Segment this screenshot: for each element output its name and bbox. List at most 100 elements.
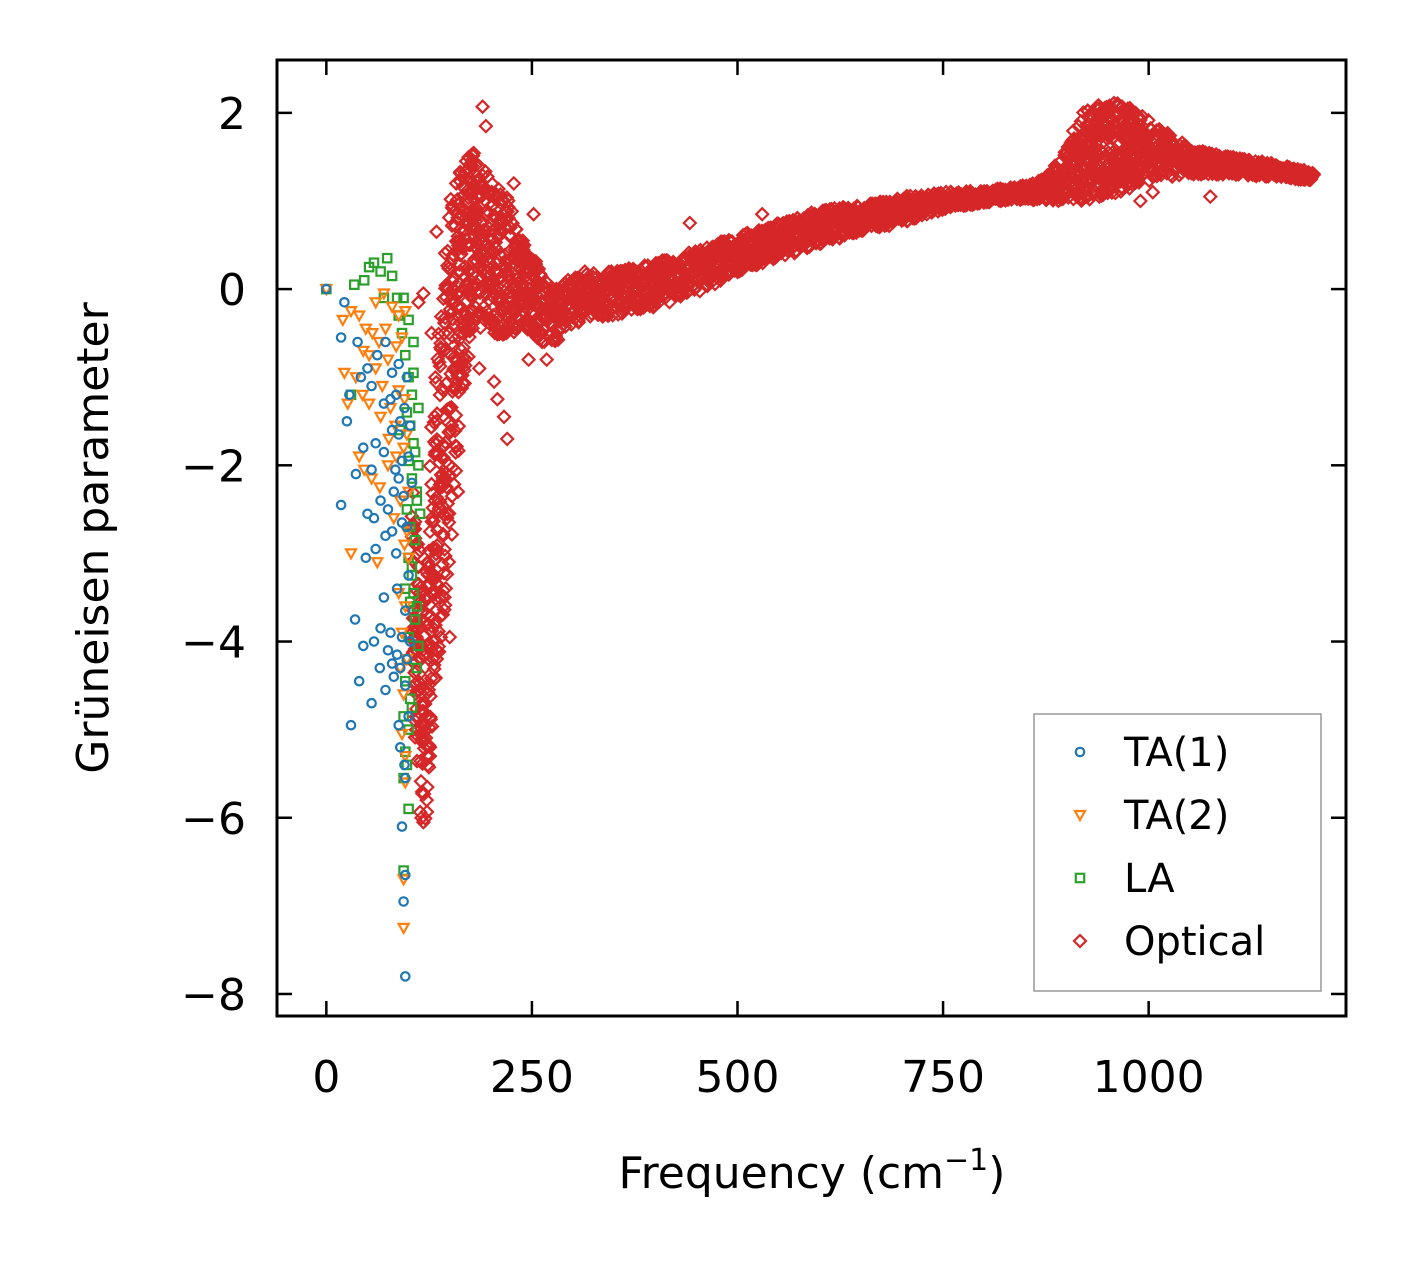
data-point	[411, 662, 423, 674]
data-point	[382, 504, 394, 515]
data-point	[380, 336, 391, 348]
x-tick-label: 1000	[1093, 1052, 1205, 1103]
data-point	[368, 363, 383, 376]
data-point	[1306, 166, 1322, 182]
y-tick-label: −4	[181, 618, 246, 669]
y-axis-label: Grüneisen parameter	[68, 301, 119, 773]
data-point	[403, 314, 414, 326]
data-point	[451, 418, 467, 434]
data-point	[881, 218, 897, 234]
data-point	[374, 662, 386, 674]
data-point	[375, 495, 386, 506]
data-point	[423, 711, 439, 727]
data-point	[424, 718, 440, 735]
data-point	[335, 314, 350, 328]
data-point	[400, 675, 411, 687]
data-point	[754, 206, 770, 222]
data-point	[1047, 158, 1063, 174]
data-point	[337, 367, 352, 381]
data-point	[441, 514, 457, 530]
data-point	[507, 237, 524, 253]
data-point	[349, 372, 363, 385]
data-point	[437, 548, 453, 564]
data-point	[1101, 140, 1118, 156]
plot-frame	[275, 58, 1348, 1018]
data-point	[375, 622, 386, 634]
data-point	[418, 722, 434, 738]
data-point	[441, 505, 457, 522]
data-point	[391, 583, 403, 594]
data-point	[429, 537, 445, 553]
data-point	[378, 592, 390, 603]
data-point	[432, 358, 448, 374]
data-point	[424, 509, 440, 526]
data-point	[381, 252, 393, 264]
plot-marks	[319, 95, 1322, 982]
data-point	[401, 371, 413, 383]
data-point	[455, 339, 472, 356]
legend-item: LA	[1074, 856, 1175, 902]
data-point	[1202, 189, 1218, 205]
data-point	[391, 649, 403, 660]
legend-label: LA	[1124, 856, 1175, 902]
data-point	[436, 541, 453, 557]
legend-marker	[1074, 872, 1086, 884]
data-point	[477, 163, 493, 180]
data-point	[464, 175, 480, 191]
data-point	[399, 680, 411, 691]
data-point	[467, 204, 483, 220]
legend-item: TA(2)	[1073, 793, 1229, 839]
data-point	[1132, 193, 1148, 209]
x-tick-label: 500	[696, 1052, 780, 1103]
data-point	[452, 340, 468, 356]
x-axis-label-superscript: −1	[944, 1143, 988, 1178]
data-point	[460, 186, 476, 202]
data-point	[344, 548, 358, 561]
legend-item: TA(1)	[1074, 730, 1229, 776]
data-point	[444, 218, 460, 234]
data-point	[526, 206, 542, 222]
data-point	[521, 352, 537, 368]
data-point	[471, 360, 487, 376]
y-tick-label: −8	[181, 970, 246, 1021]
data-point	[403, 570, 414, 581]
data-point	[455, 375, 471, 391]
data-point	[423, 670, 439, 686]
data-point	[437, 597, 453, 613]
data-point	[394, 662, 406, 674]
data-point	[366, 464, 377, 475]
data-point	[486, 374, 502, 390]
data-point	[368, 297, 383, 310]
data-point	[386, 526, 398, 537]
x-tick-label: 250	[490, 1052, 574, 1103]
data-point	[398, 292, 409, 304]
data-point	[362, 350, 376, 363]
data-point	[426, 661, 442, 677]
data-point	[549, 331, 565, 347]
data-point	[395, 332, 409, 345]
data-point	[408, 336, 419, 348]
data-point	[1081, 108, 1097, 124]
data-point	[399, 971, 411, 982]
data-point	[400, 429, 414, 442]
data-point	[422, 748, 438, 764]
data-point	[1134, 108, 1150, 124]
data-point	[496, 409, 512, 425]
data-point	[414, 696, 430, 712]
data-point	[1133, 169, 1149, 185]
data-point	[431, 354, 447, 370]
data-point	[419, 779, 435, 795]
data-point	[345, 719, 357, 731]
data-point	[445, 311, 461, 327]
data-point	[422, 688, 438, 704]
data-point	[429, 406, 445, 422]
data-point	[409, 614, 421, 625]
data-point	[368, 257, 380, 268]
series-ta-1	[320, 283, 418, 982]
data-point	[393, 719, 404, 731]
data-point	[401, 653, 413, 665]
legend-items: TA(1) TA(2) LA Optical	[1072, 730, 1265, 965]
data-point	[431, 644, 447, 660]
data-point	[389, 341, 404, 354]
